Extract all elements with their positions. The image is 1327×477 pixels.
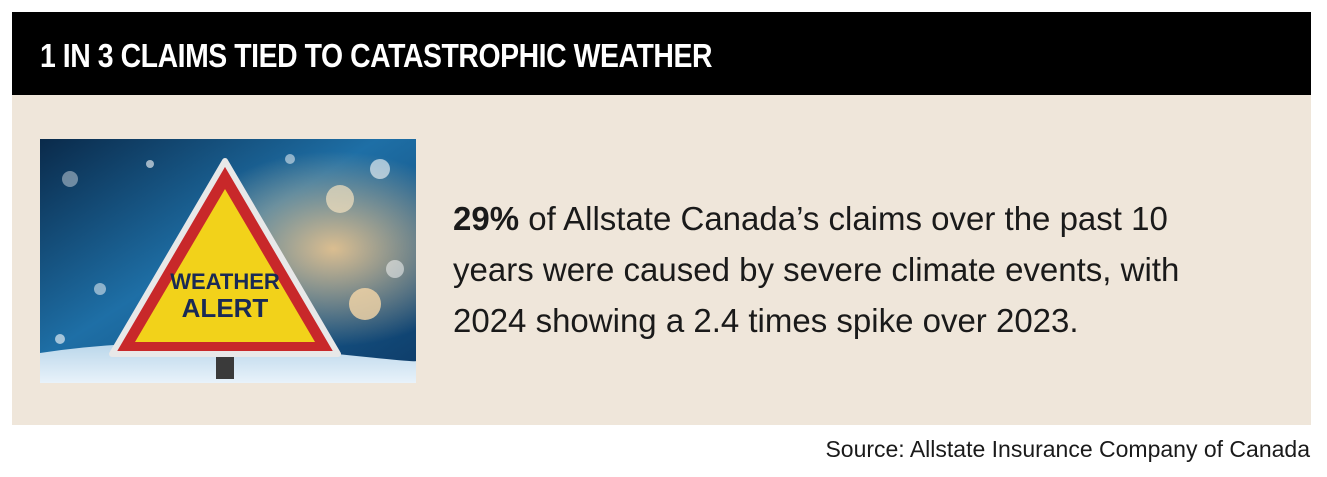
stat-text: of Allstate Canada’s claims over the pas… [453, 200, 1180, 339]
source-label: Source: [825, 436, 905, 462]
source-line: Source: Allstate Insurance Company of Ca… [825, 434, 1310, 464]
infographic-card: 1 IN 3 CLAIMS TIED TO CATASTROPHIC WEATH… [12, 12, 1311, 425]
header-bar: 1 IN 3 CLAIMS TIED TO CATASTROPHIC WEATH… [12, 12, 1311, 95]
headline: 1 IN 3 CLAIMS TIED TO CATASTROPHIC WEATH… [40, 37, 713, 74]
weather-alert-photo: WEATHER ALERT [40, 139, 416, 383]
sign-line-2: ALERT [182, 293, 269, 323]
sign-line-1: WEATHER [170, 269, 280, 294]
stat-paragraph: 29% of Allstate Canada’s claims over the… [453, 193, 1193, 346]
source-text: Allstate Insurance Company of Canada [904, 436, 1310, 462]
stat-highlight: 29% [453, 200, 520, 237]
